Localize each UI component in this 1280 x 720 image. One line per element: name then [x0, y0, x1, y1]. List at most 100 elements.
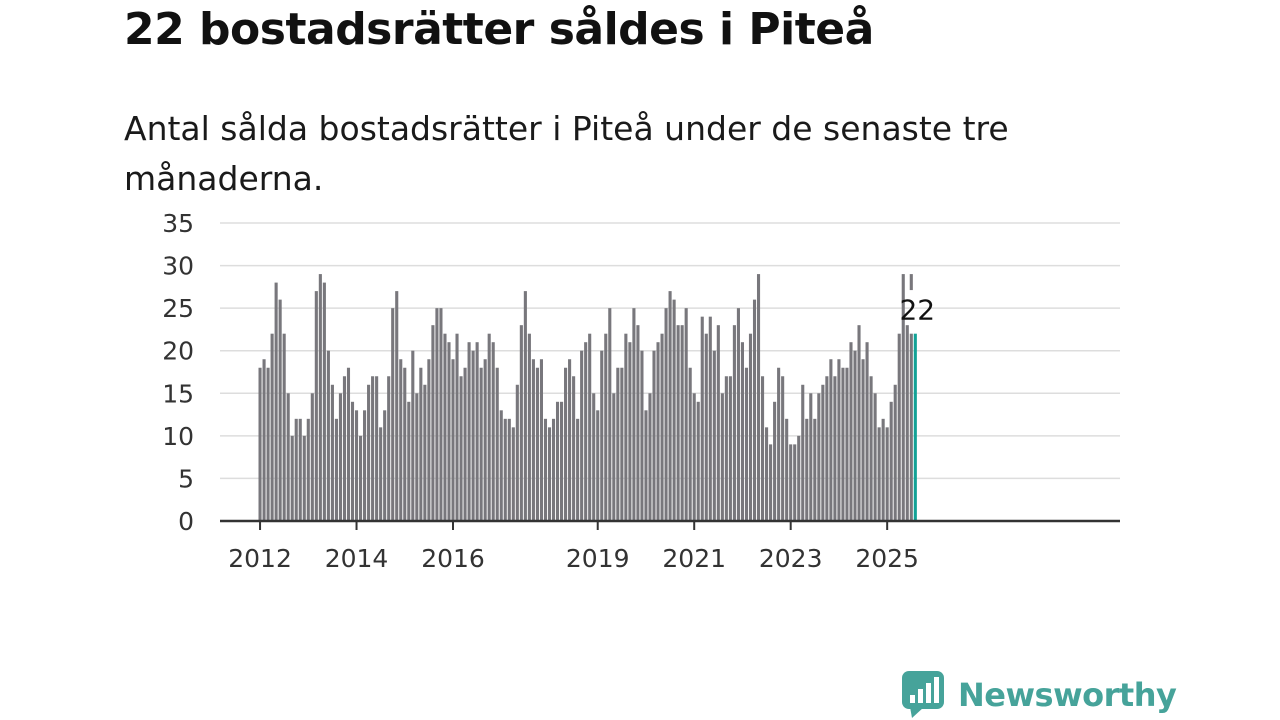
bar: [354, 410, 359, 521]
bar: [604, 333, 608, 521]
bar: [660, 333, 664, 521]
newsworthy-logo: Newsworthy: [902, 671, 1177, 719]
bar: [837, 359, 841, 521]
bar: [407, 401, 411, 521]
bar: [789, 444, 793, 521]
bar: [527, 333, 531, 521]
bar: [893, 384, 897, 521]
bar: [809, 393, 813, 521]
bar: [471, 350, 475, 521]
bar: [322, 282, 326, 521]
bar: [773, 401, 777, 521]
bar: [813, 418, 817, 521]
y-tick-label: 20: [162, 337, 194, 366]
x-tick-label: 2014: [325, 544, 389, 573]
bar: [290, 435, 294, 521]
bar: [459, 376, 463, 521]
bar: [555, 401, 560, 521]
highlight-bar: [913, 333, 917, 521]
bar: [576, 418, 580, 521]
y-tick-label: 30: [162, 252, 194, 281]
bar: [507, 418, 511, 521]
x-tick-label: 2016: [421, 544, 485, 573]
bar: [744, 367, 749, 521]
x-tick-label: 2025: [855, 544, 919, 573]
x-tick-label: 2012: [228, 544, 292, 573]
bar: [346, 367, 351, 521]
bar: [825, 376, 829, 521]
bar: [399, 359, 403, 521]
bar: [817, 393, 821, 521]
bar: [423, 384, 427, 521]
bar: [515, 384, 519, 521]
bar: [491, 342, 495, 521]
bar: [455, 333, 459, 521]
bar: [318, 274, 322, 521]
bar: [765, 427, 769, 521]
bar: [805, 418, 809, 521]
bar: [672, 299, 676, 521]
bar: [761, 376, 765, 521]
bar: [616, 367, 620, 521]
bar: [664, 308, 668, 521]
bar: [431, 325, 435, 521]
bar: [580, 350, 584, 521]
bar: [684, 308, 688, 521]
bar: [383, 410, 387, 521]
bar: [865, 342, 869, 521]
bar: [543, 418, 548, 521]
bar: [628, 342, 632, 521]
bar: [769, 444, 773, 521]
bar: [777, 367, 781, 521]
bar: [266, 367, 270, 521]
bar: [350, 401, 355, 521]
bar: [857, 325, 861, 521]
y-tick-label: 15: [162, 379, 194, 408]
bar: [535, 367, 539, 521]
bar: [801, 384, 805, 521]
bar: [451, 359, 455, 521]
bar: [861, 359, 865, 521]
bar: [797, 435, 801, 521]
bar: [274, 282, 278, 521]
bar: [411, 350, 415, 521]
bars: [258, 274, 917, 521]
y-tick-label: 35: [162, 209, 194, 238]
bar: [700, 316, 704, 521]
y-tick-label: 5: [178, 464, 194, 493]
bar: [728, 376, 732, 521]
x-axis-ticks: 2012 2014 2016 2019 2021 2023 2025: [228, 521, 919, 573]
bar: [873, 393, 877, 521]
bar: [310, 393, 314, 521]
bar: [652, 350, 656, 521]
bar: [326, 350, 330, 521]
bar: [294, 418, 298, 521]
x-tick-label: 2019: [566, 544, 630, 573]
y-tick-label: 10: [162, 422, 194, 451]
bar: [483, 359, 487, 521]
bar: [391, 308, 395, 521]
bar: [334, 418, 338, 521]
bar: [584, 342, 588, 521]
bar: [756, 274, 761, 521]
bar: [881, 418, 885, 521]
bar: [467, 342, 471, 521]
bar: [286, 393, 290, 521]
bar: [704, 333, 708, 521]
bar: [306, 418, 310, 521]
data-labels: 22: [899, 294, 935, 327]
bar: [523, 291, 527, 521]
bar: [696, 401, 700, 521]
bar: [644, 410, 648, 521]
bar: [363, 410, 367, 521]
bar: [427, 359, 431, 521]
bar: [600, 350, 604, 521]
bar: [342, 376, 347, 521]
bar: [330, 384, 334, 521]
bar: [793, 444, 797, 521]
bar: [475, 342, 479, 521]
bar: [463, 367, 467, 521]
bar: [560, 401, 564, 521]
bar: [487, 333, 491, 521]
bar: [640, 350, 644, 521]
